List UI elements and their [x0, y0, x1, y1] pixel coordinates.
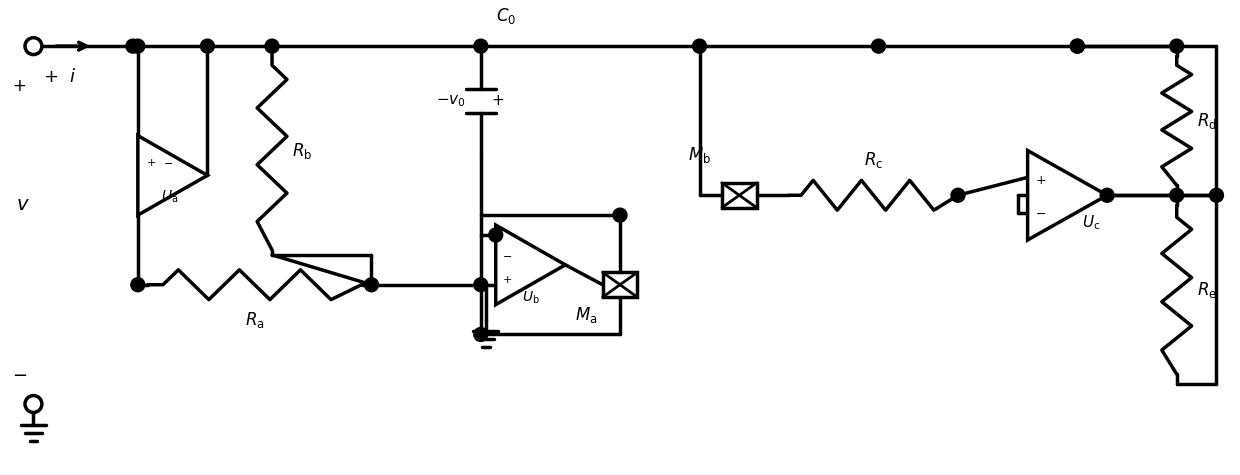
Text: $-$: $-$: [502, 250, 512, 260]
Text: $C_0$: $C_0$: [496, 6, 516, 26]
Polygon shape: [496, 225, 565, 304]
Text: $R_{\rm c}$: $R_{\rm c}$: [864, 151, 883, 171]
Circle shape: [693, 39, 707, 53]
Text: $-$: $-$: [11, 365, 27, 383]
Circle shape: [1169, 188, 1184, 202]
Bar: [722, 183, 756, 208]
Text: $R_{\rm b}$: $R_{\rm b}$: [291, 141, 312, 161]
Text: $R_{\rm e}$: $R_{\rm e}$: [1197, 280, 1216, 300]
Circle shape: [951, 188, 965, 202]
Circle shape: [365, 278, 378, 292]
Text: $U_{\rm a}$: $U_{\rm a}$: [161, 188, 179, 205]
Text: $-$: $-$: [162, 157, 172, 168]
Text: $M_{\rm a}$: $M_{\rm a}$: [575, 304, 598, 324]
Circle shape: [1070, 39, 1084, 53]
Text: $U_{\rm b}$: $U_{\rm b}$: [522, 290, 539, 306]
Circle shape: [126, 39, 140, 53]
Circle shape: [1209, 188, 1224, 202]
Circle shape: [25, 396, 42, 412]
Text: $R_{\rm a}$: $R_{\rm a}$: [244, 310, 264, 330]
Circle shape: [474, 278, 487, 292]
Bar: [603, 272, 637, 297]
Text: $+$: $+$: [11, 77, 26, 95]
Circle shape: [25, 38, 42, 55]
Circle shape: [265, 39, 279, 53]
Circle shape: [131, 278, 145, 292]
Text: $-$: $-$: [1034, 207, 1045, 219]
Circle shape: [613, 208, 627, 222]
Text: $+$: $+$: [502, 274, 512, 285]
Circle shape: [474, 327, 487, 342]
Circle shape: [489, 228, 502, 242]
Text: $R_{\rm d}$: $R_{\rm d}$: [1197, 111, 1216, 131]
Circle shape: [1100, 188, 1114, 202]
Text: $+$: $+$: [146, 157, 156, 168]
Text: $v$: $v$: [16, 196, 30, 214]
Text: $-v_0$: $-v_0$: [436, 93, 466, 109]
Circle shape: [1169, 39, 1184, 53]
Text: $U_{\rm c}$: $U_{\rm c}$: [1083, 213, 1101, 232]
Circle shape: [474, 39, 487, 53]
Circle shape: [872, 39, 885, 53]
Polygon shape: [138, 135, 207, 215]
Text: $+$: $+$: [491, 93, 503, 108]
Polygon shape: [1028, 151, 1107, 240]
Circle shape: [131, 39, 145, 53]
Circle shape: [1070, 39, 1084, 53]
Circle shape: [201, 39, 215, 53]
Text: $+$: $+$: [1034, 174, 1045, 187]
Text: $M_{\rm b}$: $M_{\rm b}$: [688, 145, 711, 165]
Text: $+\ \ i$: $+\ \ i$: [43, 68, 77, 86]
